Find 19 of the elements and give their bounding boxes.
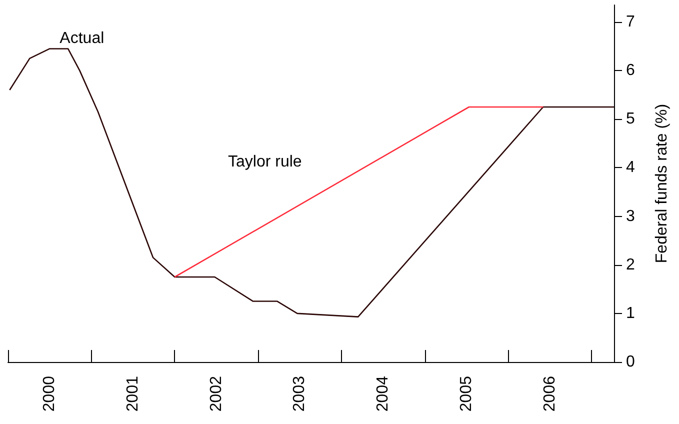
x-tick-label: 2006 <box>541 376 558 412</box>
y-axis-title: Federal funds rate (%) <box>654 104 670 264</box>
x-tick-label: 2002 <box>208 376 225 412</box>
y-tick-label: 2 <box>626 256 635 274</box>
y-tick-label: 7 <box>626 14 635 30</box>
y-tick-label: 0 <box>626 354 635 370</box>
series-label: Taylor rule <box>228 154 302 170</box>
x-tick-label: 2005 <box>458 376 475 412</box>
x-tick-label: 2001 <box>124 376 142 412</box>
y-tick-label: 6 <box>626 62 635 80</box>
y-tick-label: 4 <box>626 159 635 176</box>
y-tick-label: 3 <box>626 208 635 225</box>
x-tick-label: 2000 <box>41 376 58 412</box>
line-series <box>9 48 615 318</box>
y-tick-label: 1 <box>626 304 635 322</box>
series-label: Actual <box>60 30 104 48</box>
x-tick-label: 2003 <box>291 376 308 412</box>
x-tick-label: 2004 <box>374 376 392 412</box>
y-tick-label: 5 <box>626 110 635 128</box>
